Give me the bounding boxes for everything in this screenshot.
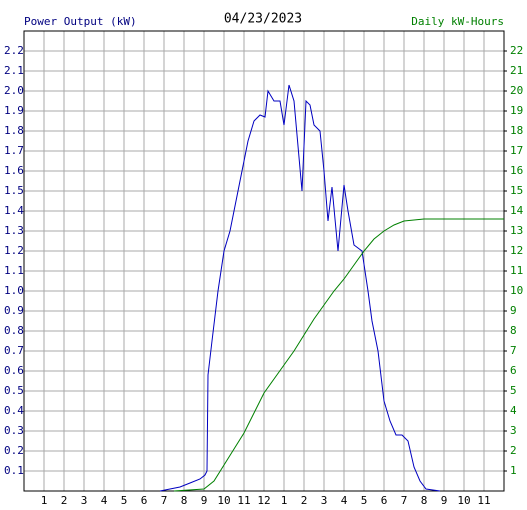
x-tick-label: 9 xyxy=(441,494,448,507)
y-tick-label: 0.7 xyxy=(4,344,24,357)
x-tick-label: 4 xyxy=(341,494,348,507)
x-tick-label: 1 xyxy=(281,494,288,507)
x-tick-label: 8 xyxy=(421,494,428,507)
y2-tick-label: 13 xyxy=(510,224,523,237)
y2-tick-label: 7 xyxy=(510,344,517,357)
y-tick-label: 0.8 xyxy=(4,324,24,337)
y-tick-label: 1.6 xyxy=(4,164,24,177)
x-tick-label: 11 xyxy=(237,494,250,507)
x-tick-label: 4 xyxy=(101,494,108,507)
x-tick-label: 10 xyxy=(457,494,470,507)
x-tick-label: 1 xyxy=(41,494,48,507)
x-tick-label: 11 xyxy=(477,494,490,507)
y2-tick-label: 17 xyxy=(510,144,523,157)
plot-border xyxy=(23,30,505,492)
y-tick-label: 0.2 xyxy=(4,444,24,457)
y-tick-label: 1.8 xyxy=(4,124,24,137)
y2-tick-label: 19 xyxy=(510,104,523,117)
y2-tick-label: 4 xyxy=(510,404,517,417)
x-tick-label: 3 xyxy=(321,494,328,507)
y-tick-label: 2.0 xyxy=(4,84,24,97)
y2-tick-label: 5 xyxy=(510,384,517,397)
line-series xyxy=(159,84,441,492)
y2-tick-label: 3 xyxy=(510,424,517,437)
y-tick-label: 0.3 xyxy=(4,424,24,437)
y-tick-label: 1.3 xyxy=(4,224,24,237)
x-tick-label: 3 xyxy=(81,494,88,507)
y-tick-label: 0.9 xyxy=(4,304,24,317)
x-tick-label: 9 xyxy=(201,494,208,507)
y-tick-label: 0.1 xyxy=(4,464,24,477)
x-tick-label: 5 xyxy=(121,494,128,507)
y-tick-label: 0.6 xyxy=(4,364,24,377)
y2-tick-label: 11 xyxy=(510,264,523,277)
y2-tick-label: 8 xyxy=(510,324,517,337)
y-tick-label: 1.4 xyxy=(4,204,24,217)
y2-tick-label: 14 xyxy=(510,204,524,217)
x-tick-label: 2 xyxy=(61,494,68,507)
y2-tick-label: 15 xyxy=(510,184,523,197)
x-tick-label: 7 xyxy=(401,494,408,507)
y-tick-label: 2.2 xyxy=(4,44,24,57)
x-tick-label: 12 xyxy=(257,494,270,507)
line-series xyxy=(173,218,504,492)
y-tick-label: 0.5 xyxy=(4,384,24,397)
y2-tick-label: 20 xyxy=(510,84,523,97)
y2-tick-label: 21 xyxy=(510,64,523,77)
y2-tick-label: 22 xyxy=(510,44,523,57)
y-tick-label: 0.4 xyxy=(4,404,24,417)
y-tick-label: 1.7 xyxy=(4,144,24,157)
y2-tick-label: 12 xyxy=(510,244,523,257)
y-tick-label: 1.5 xyxy=(4,184,24,197)
x-tick-label: 10 xyxy=(217,494,230,507)
y2-tick-label: 6 xyxy=(510,364,517,377)
y2-tick-label: 16 xyxy=(510,164,523,177)
x-tick-label: 2 xyxy=(301,494,308,507)
y2-tick-label: 9 xyxy=(510,304,517,317)
x-tick-label: 8 xyxy=(181,494,188,507)
chart-title: 04/23/2023 xyxy=(224,12,302,27)
y-tick-label: 2.1 xyxy=(4,64,24,77)
x-tick-label: 5 xyxy=(361,494,368,507)
y-tick-label: 1.2 xyxy=(4,244,24,257)
x-tick-label: 7 xyxy=(161,494,168,507)
y-tick-label: 1.0 xyxy=(4,284,24,297)
x-tick-label: 6 xyxy=(141,494,148,507)
y2-tick-label: 2 xyxy=(510,444,517,457)
y-axis-label: Power Output (kW) xyxy=(24,15,137,28)
y2-axis-label: Daily kW-Hours xyxy=(411,15,504,28)
y2-tick-label: 1 xyxy=(510,464,517,477)
y-tick-label: 1.1 xyxy=(4,264,24,277)
y2-tick-label: 18 xyxy=(510,124,523,137)
x-tick-label: 6 xyxy=(381,494,388,507)
y2-tick-label: 10 xyxy=(510,284,523,297)
y-tick-label: 1.9 xyxy=(4,104,24,117)
